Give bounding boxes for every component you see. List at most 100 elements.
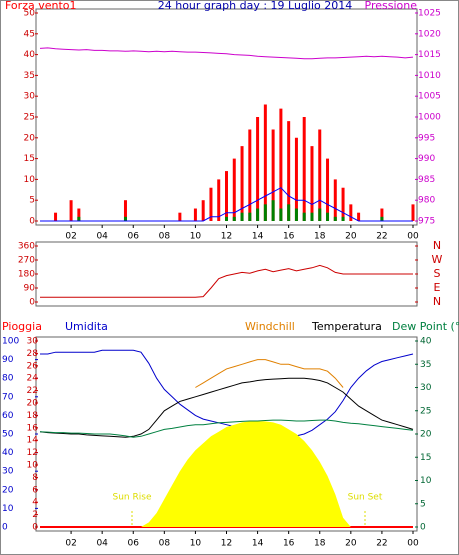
y2-tick-label: N [433, 239, 441, 252]
x-tick-label: 22 [376, 232, 387, 242]
x-tick-label: 00 [407, 539, 419, 549]
y2-tick-label: 0 [420, 523, 426, 533]
y2-tick-label: 1000 [418, 113, 441, 123]
y2-tick-label: S [434, 267, 441, 280]
y3-tick-label: 12 [27, 448, 38, 458]
x-tick-label: 04 [96, 539, 108, 549]
y2-tick-label: 985 [418, 175, 435, 185]
y3-tick-label: 14 [27, 436, 39, 446]
y3-tick-label: 28 [27, 349, 39, 359]
y3-tick-label: 16 [27, 423, 39, 433]
y2-tick-label: 25 [420, 406, 431, 416]
y2-tick-label: 20 [420, 430, 432, 440]
legend-label: Temperatura [311, 320, 382, 333]
legend-label: Pressione [365, 0, 418, 12]
y-tick-label: 90 [24, 284, 36, 294]
y2-tick-label: 35 [420, 360, 431, 370]
x-tick-label: 22 [376, 539, 387, 549]
y3-tick-label: 24 [27, 374, 39, 384]
x-tick-label: 14 [252, 539, 264, 549]
y2-tick-label: W [432, 253, 443, 266]
area [40, 421, 413, 527]
y3-tick-label: 18 [27, 411, 39, 421]
y-tick-label: 30 [2, 467, 14, 477]
y-tick-label: 40 [24, 50, 36, 60]
y3-tick-label: 4 [32, 498, 38, 508]
line [40, 187, 413, 222]
y-tick-label: 70 [2, 392, 14, 402]
line [195, 359, 344, 388]
y2-tick-label: 995 [418, 133, 435, 143]
y3-tick-label: 0 [32, 523, 38, 533]
y-tick-label: 20 [2, 485, 14, 495]
line [40, 264, 413, 298]
y-tick-label: 50 [2, 430, 14, 440]
x-tick-label: 06 [128, 539, 140, 549]
legend-label: Pioggia [2, 320, 42, 333]
y3-tick-label: 26 [27, 361, 39, 371]
y-tick-label: 0 [2, 523, 8, 533]
y-tick-label: 80 [2, 374, 14, 384]
y-tick-label: 35 [24, 71, 35, 81]
y2-tick-label: 975 [418, 217, 435, 227]
y-tick-label: 0 [29, 298, 35, 308]
y-tick-label: 50 [24, 9, 36, 19]
x-tick-label: 10 [190, 232, 202, 242]
y-tick-label: 10 [2, 504, 14, 514]
y-tick-label: 5 [29, 196, 35, 206]
annotation: Sun Set [348, 493, 383, 503]
y-tick-label: 15 [24, 154, 35, 164]
x-tick-label: 06 [128, 232, 140, 242]
x-tick-label: 12 [221, 539, 232, 549]
chart-title: 24 hour graph day : 19 Luglio 2014 [158, 0, 353, 12]
y3-tick-label: 20 [27, 399, 39, 409]
y2-tick-label: 1025 [418, 9, 441, 19]
y-tick-label: 90 [2, 355, 14, 365]
y-tick-label: 180 [18, 270, 35, 280]
x-tick-label: 04 [96, 232, 108, 242]
y-tick-label: 45 [24, 29, 35, 39]
line [40, 349, 414, 439]
x-tick-label: 10 [190, 539, 202, 549]
y-tick-label: 10 [24, 175, 36, 185]
legend-label: Dew Point (°C [392, 320, 459, 333]
x-tick-label: 12 [221, 232, 232, 242]
x-tick-label: 16 [283, 232, 295, 242]
y2-tick-label: 10 [420, 476, 432, 486]
y3-tick-label: 8 [32, 473, 38, 483]
y3-tick-label: 30 [27, 337, 39, 347]
y2-tick-label: 40 [420, 337, 432, 347]
y-tick-label: 40 [2, 448, 14, 458]
y2-tick-label: 5 [420, 499, 426, 509]
y2-tick-label: 1015 [418, 50, 441, 60]
y2-tick-label: E [434, 281, 441, 294]
x-tick-label: 20 [345, 539, 357, 549]
y-tick-label: 60 [2, 411, 14, 421]
x-tick-label: 18 [314, 232, 326, 242]
x-tick-label: 00 [407, 232, 419, 242]
x-tick-label: 16 [283, 539, 295, 549]
y2-tick-label: 1020 [418, 29, 441, 39]
legend-label: Umidita [65, 320, 108, 333]
y3-tick-label: 22 [27, 386, 38, 396]
y-tick-label: 25 [24, 113, 35, 123]
x-tick-label: 02 [65, 232, 76, 242]
y3-tick-label: 10 [27, 461, 39, 471]
annotation: Sun Rise [113, 493, 152, 503]
x-tick-label: 02 [65, 539, 76, 549]
y-tick-label: 30 [24, 92, 36, 102]
x-tick-label: 08 [159, 539, 171, 549]
x-tick-label: 20 [345, 232, 357, 242]
y-tick-label: 270 [18, 256, 35, 266]
line [39, 47, 414, 60]
y-tick-label: 100 [2, 337, 19, 347]
x-tick-label: 14 [252, 232, 264, 242]
y-tick-label: 20 [24, 133, 36, 143]
y2-tick-label: 980 [418, 196, 435, 206]
line [39, 377, 414, 438]
y2-tick-label: 30 [420, 383, 432, 393]
y-tick-label: 0 [29, 217, 35, 227]
line [39, 419, 414, 438]
